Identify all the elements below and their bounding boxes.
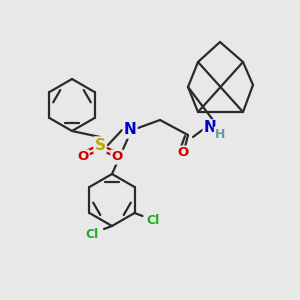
Text: O: O: [111, 151, 123, 164]
Text: O: O: [177, 146, 189, 160]
Text: H: H: [215, 128, 225, 140]
Text: Cl: Cl: [85, 227, 99, 241]
Text: N: N: [124, 122, 136, 137]
Text: S: S: [94, 137, 106, 152]
Text: Cl: Cl: [146, 214, 159, 227]
Text: O: O: [77, 151, 88, 164]
Text: N: N: [204, 121, 216, 136]
